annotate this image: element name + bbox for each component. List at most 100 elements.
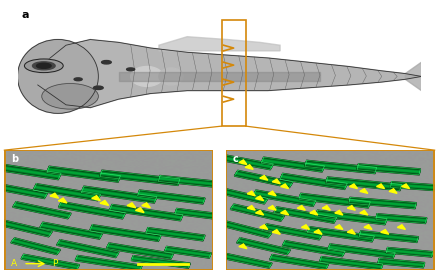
Polygon shape — [236, 238, 290, 255]
Polygon shape — [238, 244, 246, 249]
Polygon shape — [14, 204, 70, 216]
Polygon shape — [141, 203, 150, 208]
Polygon shape — [247, 191, 255, 196]
Polygon shape — [106, 243, 173, 259]
Polygon shape — [375, 215, 425, 222]
Polygon shape — [159, 178, 216, 185]
Circle shape — [25, 59, 63, 73]
Polygon shape — [301, 225, 309, 229]
Polygon shape — [272, 230, 280, 234]
Polygon shape — [110, 207, 181, 218]
Polygon shape — [314, 210, 386, 225]
Polygon shape — [261, 158, 324, 171]
Polygon shape — [223, 222, 270, 237]
Polygon shape — [230, 205, 283, 220]
Polygon shape — [375, 214, 426, 223]
Polygon shape — [138, 192, 204, 202]
Polygon shape — [319, 257, 382, 269]
Polygon shape — [13, 202, 71, 219]
Circle shape — [74, 78, 82, 81]
Polygon shape — [234, 171, 292, 186]
Polygon shape — [326, 180, 400, 188]
Polygon shape — [174, 209, 217, 219]
Polygon shape — [175, 209, 217, 219]
Text: A: A — [11, 259, 17, 268]
Polygon shape — [0, 221, 51, 235]
Polygon shape — [146, 228, 204, 241]
Polygon shape — [307, 229, 372, 239]
Polygon shape — [0, 220, 52, 237]
Ellipse shape — [18, 40, 98, 113]
Polygon shape — [100, 170, 180, 185]
Polygon shape — [319, 257, 381, 269]
Polygon shape — [231, 206, 282, 219]
Polygon shape — [138, 192, 204, 201]
Polygon shape — [110, 206, 182, 219]
Polygon shape — [346, 206, 355, 210]
Polygon shape — [11, 238, 60, 254]
Polygon shape — [234, 171, 292, 187]
Polygon shape — [321, 206, 330, 210]
Polygon shape — [0, 166, 60, 177]
Polygon shape — [81, 186, 156, 203]
Polygon shape — [165, 247, 210, 257]
Polygon shape — [164, 247, 211, 258]
Polygon shape — [89, 225, 161, 241]
Polygon shape — [264, 226, 320, 238]
Polygon shape — [92, 196, 100, 201]
Polygon shape — [346, 230, 355, 234]
Polygon shape — [235, 172, 291, 186]
Polygon shape — [396, 225, 405, 229]
Polygon shape — [282, 241, 344, 256]
Polygon shape — [13, 203, 71, 218]
Polygon shape — [385, 248, 432, 257]
Polygon shape — [21, 254, 79, 269]
Polygon shape — [138, 191, 204, 203]
Polygon shape — [356, 164, 420, 175]
Polygon shape — [309, 210, 317, 215]
Polygon shape — [159, 37, 279, 51]
Polygon shape — [82, 189, 155, 200]
Polygon shape — [328, 246, 394, 256]
Polygon shape — [0, 184, 47, 198]
Polygon shape — [107, 245, 172, 257]
Polygon shape — [11, 239, 60, 254]
Polygon shape — [325, 177, 401, 190]
Polygon shape — [217, 188, 267, 204]
Circle shape — [101, 61, 111, 64]
Polygon shape — [165, 248, 210, 256]
Polygon shape — [0, 186, 46, 196]
Polygon shape — [75, 256, 142, 271]
Polygon shape — [218, 188, 267, 203]
Polygon shape — [59, 203, 125, 218]
Polygon shape — [175, 210, 216, 217]
Polygon shape — [269, 255, 328, 269]
Polygon shape — [0, 164, 61, 180]
Text: b: b — [11, 154, 18, 164]
Polygon shape — [0, 221, 52, 236]
Polygon shape — [0, 165, 60, 179]
Polygon shape — [34, 185, 100, 200]
Polygon shape — [58, 242, 117, 256]
Polygon shape — [272, 179, 280, 184]
Polygon shape — [358, 231, 417, 242]
Polygon shape — [237, 239, 289, 254]
Circle shape — [126, 68, 134, 71]
Polygon shape — [261, 158, 323, 171]
Polygon shape — [40, 222, 102, 239]
Polygon shape — [0, 185, 47, 197]
Polygon shape — [328, 246, 393, 256]
Polygon shape — [283, 243, 343, 254]
Polygon shape — [131, 256, 190, 268]
Polygon shape — [58, 201, 125, 219]
Polygon shape — [305, 162, 375, 172]
Polygon shape — [270, 256, 327, 268]
Polygon shape — [41, 224, 101, 237]
Polygon shape — [270, 257, 327, 267]
Polygon shape — [348, 199, 415, 207]
Polygon shape — [235, 173, 291, 185]
Polygon shape — [57, 240, 119, 257]
Polygon shape — [223, 223, 269, 236]
Polygon shape — [255, 210, 263, 215]
Polygon shape — [316, 213, 385, 222]
